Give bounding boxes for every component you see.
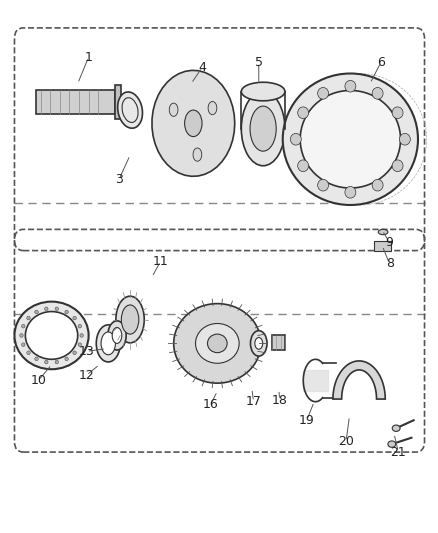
Ellipse shape: [65, 310, 68, 314]
Ellipse shape: [35, 357, 38, 361]
Ellipse shape: [21, 324, 25, 328]
Ellipse shape: [344, 187, 355, 198]
Ellipse shape: [207, 334, 226, 353]
Ellipse shape: [65, 357, 68, 361]
Ellipse shape: [27, 316, 30, 320]
Ellipse shape: [96, 325, 120, 362]
Ellipse shape: [173, 304, 260, 383]
Ellipse shape: [241, 82, 284, 101]
Text: 21: 21: [389, 446, 405, 458]
Text: 6: 6: [376, 56, 384, 69]
Ellipse shape: [250, 106, 276, 151]
Text: 4: 4: [198, 61, 205, 74]
Ellipse shape: [20, 334, 23, 337]
Text: 8: 8: [385, 257, 393, 270]
Ellipse shape: [344, 80, 355, 92]
Text: 18: 18: [271, 393, 287, 407]
Ellipse shape: [78, 343, 81, 346]
Ellipse shape: [399, 133, 410, 145]
Text: 12: 12: [78, 369, 94, 382]
Ellipse shape: [317, 87, 328, 99]
Ellipse shape: [300, 91, 399, 188]
Ellipse shape: [35, 310, 38, 314]
Ellipse shape: [371, 179, 382, 191]
Ellipse shape: [80, 334, 83, 337]
Text: 1: 1: [85, 51, 92, 63]
Ellipse shape: [121, 305, 138, 334]
Ellipse shape: [25, 312, 78, 359]
Bar: [36, 90, 115, 114]
Ellipse shape: [73, 316, 76, 320]
Polygon shape: [332, 361, 385, 399]
Text: 11: 11: [152, 255, 168, 268]
Text: 16: 16: [202, 398, 218, 411]
Ellipse shape: [387, 441, 395, 447]
Ellipse shape: [101, 332, 115, 355]
Text: 19: 19: [298, 414, 314, 427]
Ellipse shape: [297, 107, 308, 118]
Ellipse shape: [55, 307, 58, 311]
Ellipse shape: [78, 324, 81, 328]
Ellipse shape: [282, 74, 417, 205]
Ellipse shape: [195, 324, 239, 364]
Ellipse shape: [184, 110, 201, 136]
Ellipse shape: [14, 302, 88, 369]
Text: 9: 9: [385, 236, 393, 249]
Ellipse shape: [193, 148, 201, 161]
Bar: [271, 335, 284, 350]
Ellipse shape: [391, 107, 402, 118]
Ellipse shape: [73, 351, 76, 354]
Ellipse shape: [250, 330, 266, 356]
Bar: [115, 85, 121, 119]
Text: 5: 5: [254, 56, 262, 69]
Ellipse shape: [208, 101, 216, 115]
Text: 17: 17: [245, 395, 261, 408]
Text: 13: 13: [78, 345, 94, 358]
Ellipse shape: [241, 92, 284, 166]
Ellipse shape: [169, 103, 177, 116]
Ellipse shape: [27, 351, 30, 354]
Ellipse shape: [391, 160, 402, 172]
Ellipse shape: [371, 87, 382, 99]
Text: 3: 3: [115, 173, 123, 185]
Ellipse shape: [391, 425, 399, 431]
Ellipse shape: [112, 327, 121, 343]
Ellipse shape: [116, 296, 144, 343]
Ellipse shape: [45, 307, 48, 311]
Ellipse shape: [317, 179, 328, 191]
Ellipse shape: [108, 321, 126, 350]
Text: 20: 20: [337, 435, 353, 448]
Ellipse shape: [21, 343, 25, 346]
Ellipse shape: [378, 229, 387, 235]
Ellipse shape: [254, 337, 262, 349]
Ellipse shape: [55, 360, 58, 364]
Polygon shape: [152, 70, 234, 176]
Bar: [374, 241, 390, 251]
Ellipse shape: [297, 160, 308, 172]
Ellipse shape: [117, 92, 142, 128]
Ellipse shape: [45, 360, 48, 364]
Ellipse shape: [290, 133, 300, 145]
Text: 10: 10: [31, 374, 46, 387]
